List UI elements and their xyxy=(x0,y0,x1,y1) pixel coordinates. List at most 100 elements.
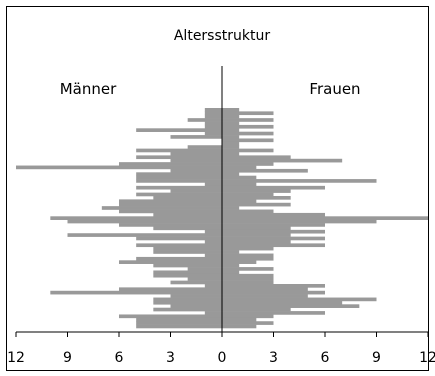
bar-frauen-30 xyxy=(222,209,274,214)
bar-maenner-4 xyxy=(204,121,222,126)
bar-maenner-39 xyxy=(204,240,222,244)
bar-maenner-60 xyxy=(204,311,222,315)
bar-frauen-12 xyxy=(222,148,274,153)
bar-maenner-32 xyxy=(50,216,222,220)
bar-frauen-44 xyxy=(222,256,274,261)
bar-frauen-0 xyxy=(222,108,240,112)
bar-maenner-1 xyxy=(204,111,222,116)
bar-maenner-54 xyxy=(50,290,222,295)
bar-maenner-59 xyxy=(153,307,222,312)
bar-frauen-2 xyxy=(222,114,240,119)
bar-maenner-42 xyxy=(153,250,222,254)
bar-maenner-62 xyxy=(136,317,222,322)
right-label: Frauen xyxy=(309,80,360,98)
bar-maenner-15 xyxy=(170,158,222,163)
bar-maenner-19 xyxy=(136,172,222,176)
bar-maenner-38 xyxy=(136,236,222,241)
bar-maenner-47 xyxy=(187,267,222,271)
bar-frauen-35 xyxy=(222,226,291,231)
bar-maenner-7 xyxy=(204,131,222,136)
bar-frauen-50 xyxy=(222,277,274,281)
left-label: Männer xyxy=(60,80,117,98)
bar-frauen-3 xyxy=(222,118,274,122)
x-tick-label-1: 9 xyxy=(63,350,72,366)
bar-maenner-56 xyxy=(153,297,222,302)
bars-maenner xyxy=(16,108,222,329)
bar-maenner-28 xyxy=(119,202,222,207)
bar-frauen-63 xyxy=(222,321,274,325)
bar-maenner-49 xyxy=(153,273,222,278)
bar-maenner-3 xyxy=(187,118,222,122)
bar-maenner-29 xyxy=(101,206,222,210)
bar-frauen-29 xyxy=(222,206,240,210)
bar-maenner-36 xyxy=(204,229,222,234)
bar-maenner-53 xyxy=(119,287,222,292)
bar-maenner-20 xyxy=(136,175,222,180)
bar-frauen-17 xyxy=(222,165,257,170)
bar-frauen-22 xyxy=(222,182,257,187)
bar-maenner-23 xyxy=(136,185,222,190)
bar-frauen-48 xyxy=(222,270,240,275)
bar-frauen-41 xyxy=(222,246,274,251)
bar-maenner-24 xyxy=(170,189,222,193)
bar-maenner-64 xyxy=(136,324,222,329)
bar-maenner-2 xyxy=(204,114,222,119)
x-tick-label-2: 6 xyxy=(115,350,124,366)
bar-maenner-55 xyxy=(170,294,222,298)
bar-maenner-27 xyxy=(119,199,222,204)
bar-maenner-30 xyxy=(119,209,222,214)
x-tick-label-8: 12 xyxy=(419,350,435,366)
bar-frauen-25 xyxy=(222,192,274,197)
bar-frauen-14 xyxy=(222,155,291,160)
bar-frauen-53 xyxy=(222,287,308,292)
x-tick-label-6: 6 xyxy=(321,350,330,366)
bar-maenner-50 xyxy=(187,277,222,281)
bar-frauen-59 xyxy=(222,307,291,312)
bar-frauen-45 xyxy=(222,260,257,264)
bar-frauen-32 xyxy=(222,216,428,220)
bar-frauen-16 xyxy=(222,162,274,166)
bar-maenner-58 xyxy=(170,304,222,308)
bar-maenner-33 xyxy=(67,219,222,224)
x-tick-label-0: 12 xyxy=(7,350,25,366)
bar-frauen-15 xyxy=(222,158,343,163)
bar-frauen-42 xyxy=(222,250,240,254)
bar-frauen-23 xyxy=(222,185,325,190)
bar-frauen-6 xyxy=(222,128,240,132)
bar-frauen-43 xyxy=(222,253,274,258)
bar-frauen-1 xyxy=(222,111,274,116)
bar-frauen-24 xyxy=(222,189,291,193)
bar-frauen-34 xyxy=(222,223,325,227)
x-tick-label-4: 0 xyxy=(218,350,227,366)
bar-frauen-18 xyxy=(222,168,308,173)
bar-frauen-61 xyxy=(222,314,274,319)
bar-frauen-36 xyxy=(222,229,325,234)
bar-frauen-57 xyxy=(222,300,343,305)
bar-maenner-17 xyxy=(16,165,222,170)
bar-maenner-40 xyxy=(136,243,222,248)
bar-maenner-63 xyxy=(136,321,222,325)
bar-maenner-18 xyxy=(170,168,222,173)
chart-frame xyxy=(6,6,429,371)
x-tick-label-3: 3 xyxy=(166,350,175,366)
bar-maenner-21 xyxy=(136,179,222,183)
bar-maenner-52 xyxy=(204,284,222,288)
bar-maenner-8 xyxy=(170,135,222,139)
x-axis: 12 9 6 3 0 3 6 9 12 xyxy=(7,66,435,366)
bar-maenner-37 xyxy=(67,233,222,237)
bar-frauen-13 xyxy=(222,152,240,156)
bar-frauen-31 xyxy=(222,212,325,217)
bar-frauen-19 xyxy=(222,172,240,176)
bar-frauen-9 xyxy=(222,138,274,143)
chart-title: Altersstruktur xyxy=(174,28,271,44)
bar-frauen-5 xyxy=(222,124,274,129)
bar-frauen-33 xyxy=(222,219,377,224)
bar-frauen-51 xyxy=(222,280,274,285)
bar-maenner-35 xyxy=(153,226,222,231)
bar-frauen-46 xyxy=(222,263,240,268)
bar-frauen-47 xyxy=(222,267,274,271)
bar-frauen-49 xyxy=(222,273,274,278)
bar-maenner-31 xyxy=(153,212,222,217)
bar-maenner-22 xyxy=(204,182,222,187)
bar-frauen-64 xyxy=(222,324,257,329)
